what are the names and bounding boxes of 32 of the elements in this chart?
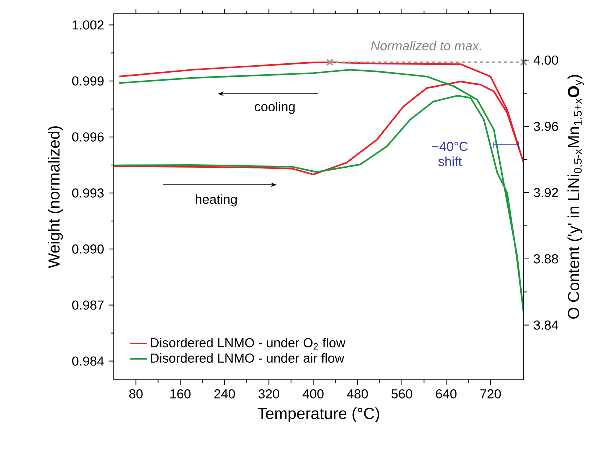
x-tick-label: 400 [302, 390, 324, 399]
x-tick-label: 720 [480, 390, 502, 399]
y2-tick-label: 3.92 [534, 188, 558, 198]
y2-tick-label: 3.84 [534, 320, 558, 330]
y2-tick-label: 4.00 [534, 56, 558, 65]
x-tick-label: 80 [130, 390, 143, 399]
y2-axis-title: O Content ('y' in LiNi$_{0.5-x}$Mn$_{1.5+x}$O$_{y}$) [568, 75, 584, 319]
y-tick-label: 0.993 [72, 188, 104, 198]
x-tick-label: 160 [170, 390, 191, 399]
x-tick-label: 240 [214, 390, 236, 399]
x-tick-label: 320 [258, 390, 280, 399]
legend-label: Disordered LNMO - under O$_{2}$ flow [151, 338, 346, 350]
y-axis-title: Weight (normalized) [48, 126, 64, 268]
line-series [114, 69, 524, 316]
annotation: heating [196, 194, 237, 207]
annotation: ~40°C shift [432, 142, 468, 166]
y-tick-label: 0.987 [72, 300, 104, 310]
x-tick-label: 640 [436, 390, 457, 399]
legend-label: Disordered LNMO - under air flow [151, 353, 345, 363]
y-tick-label: 0.996 [72, 132, 104, 142]
line-series [114, 62, 524, 176]
y-tick-label: 0.984 [72, 356, 104, 366]
x-axis-title: Temperature (°C) [258, 408, 380, 423]
y2-tick-label: 3.96 [534, 122, 558, 132]
annotation: cooling [255, 102, 295, 114]
y-tick-label: 1.002 [72, 20, 104, 30]
x-tick-label: 560 [392, 390, 412, 399]
y2-tick-label: 3.88 [534, 254, 558, 264]
annotation: Normalized to max. [371, 41, 482, 51]
y-tick-label: 0.999 [72, 76, 104, 86]
x-tick-label: 480 [347, 390, 368, 399]
y-tick-label: 0.990 [72, 244, 104, 254]
